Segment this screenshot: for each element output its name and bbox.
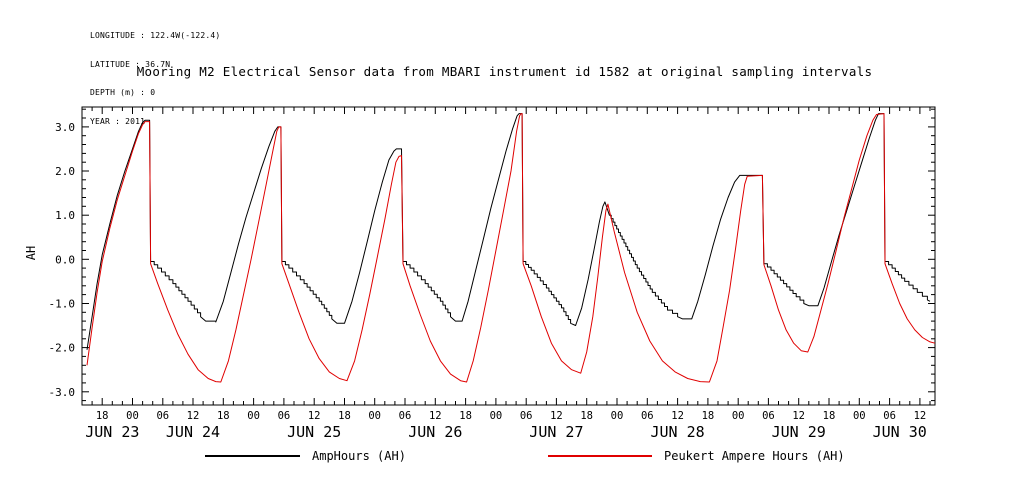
x-day-label: JUN 28 xyxy=(651,423,705,441)
y-tick-label: -2.0 xyxy=(49,342,76,355)
x-tick-label: 00 xyxy=(611,410,624,422)
x-tick-label: 18 xyxy=(338,410,351,422)
y-tick-label: 3.0 xyxy=(55,121,75,134)
series-lines xyxy=(86,113,936,383)
x-tick-label: 12 xyxy=(792,410,805,422)
x-tick-label: 00 xyxy=(490,410,503,422)
meta-latitude: LATITUDE : 36.7N xyxy=(90,59,171,69)
x-day-label: JUN 27 xyxy=(529,423,583,441)
y-tick-label: -3.0 xyxy=(49,386,76,399)
x-tick-label: 12 xyxy=(550,410,563,422)
x-tick-label: 12 xyxy=(187,410,200,422)
x-tick-label: 06 xyxy=(762,410,775,422)
plot-frame xyxy=(81,106,936,406)
x-day-label: JUN 25 xyxy=(287,423,341,441)
x-tick-label: 06 xyxy=(278,410,291,422)
x-tick-label: 18 xyxy=(96,410,109,422)
x-tick-label: 06 xyxy=(399,410,412,422)
x-tick-label: 18 xyxy=(580,410,593,422)
series-line-peukert xyxy=(86,113,936,383)
legend-item-peukert: Peukert Ampere Hours (AH) xyxy=(548,449,845,463)
x-day-label: JUN 24 xyxy=(166,423,220,441)
legend-line-peukert-icon xyxy=(548,455,652,457)
chart-title: Mooring M2 Electrical Sensor data from M… xyxy=(136,64,873,79)
x-tick-label: 00 xyxy=(853,410,866,422)
x-tick-label: 12 xyxy=(914,410,927,422)
y-tick-label: 1.0 xyxy=(55,209,75,222)
x-tick-label: 18 xyxy=(459,410,472,422)
x-tick-label: 00 xyxy=(732,410,745,422)
legend-label-amphours: AmpHours (AH) xyxy=(312,449,406,463)
y-tick-label: 2.0 xyxy=(55,165,75,178)
legend-line-amphours-icon xyxy=(205,455,300,457)
x-tick-label: 06 xyxy=(883,410,896,422)
y-tick-label: 0.0 xyxy=(55,253,75,266)
x-axis: 18 00 06 12 18 00 06 12 18 00 06 12 18 00 06 12 18 00 06 12… xyxy=(81,107,931,441)
legend-item-amphours: AmpHours (AH) xyxy=(205,449,406,463)
y-axis: -3.0 -2.0 -1.0 0.0 1.0 2.0 3.0 xyxy=(49,108,935,402)
x-day-label: JUN 23 xyxy=(85,423,139,441)
y-tick-label: -1.0 xyxy=(49,298,76,311)
x-tick-label: 12 xyxy=(671,410,684,422)
x-tick-label: 00 xyxy=(126,410,139,422)
x-tick-label: 00 xyxy=(247,410,260,422)
x-tick-label: 18 xyxy=(702,410,715,422)
x-tick-label: 18 xyxy=(217,410,230,422)
x-tick-label: 00 xyxy=(368,410,381,422)
x-tick-label: 06 xyxy=(156,410,169,422)
x-day-label: JUN 26 xyxy=(408,423,462,441)
meta-longitude: LONGITUDE : 122.4W(-122.4) xyxy=(90,31,221,40)
meta-depth: DEPTH (m) : 0 xyxy=(90,88,156,97)
meta-year: YEAR : 2011 xyxy=(90,116,146,126)
plot-metadata: LONGITUDE : 122.4W(-122.4) LATITUDE : 36… xyxy=(90,12,220,136)
x-tick-label: 12 xyxy=(429,410,442,422)
x-day-label: JUN 29 xyxy=(772,423,826,441)
legend: AmpHours (AH) Peukert Ampere Hours (AH) xyxy=(0,449,1009,465)
x-tick-label: 18 xyxy=(823,410,836,422)
legend-label-peukert: Peukert Ampere Hours (AH) xyxy=(664,449,845,463)
x-tick-label: 12 xyxy=(308,410,321,422)
x-day-label: JUN 30 xyxy=(873,423,927,441)
series-line-amphours xyxy=(86,113,931,350)
x-tick-label: 06 xyxy=(641,410,654,422)
x-tick-label: 06 xyxy=(520,410,533,422)
